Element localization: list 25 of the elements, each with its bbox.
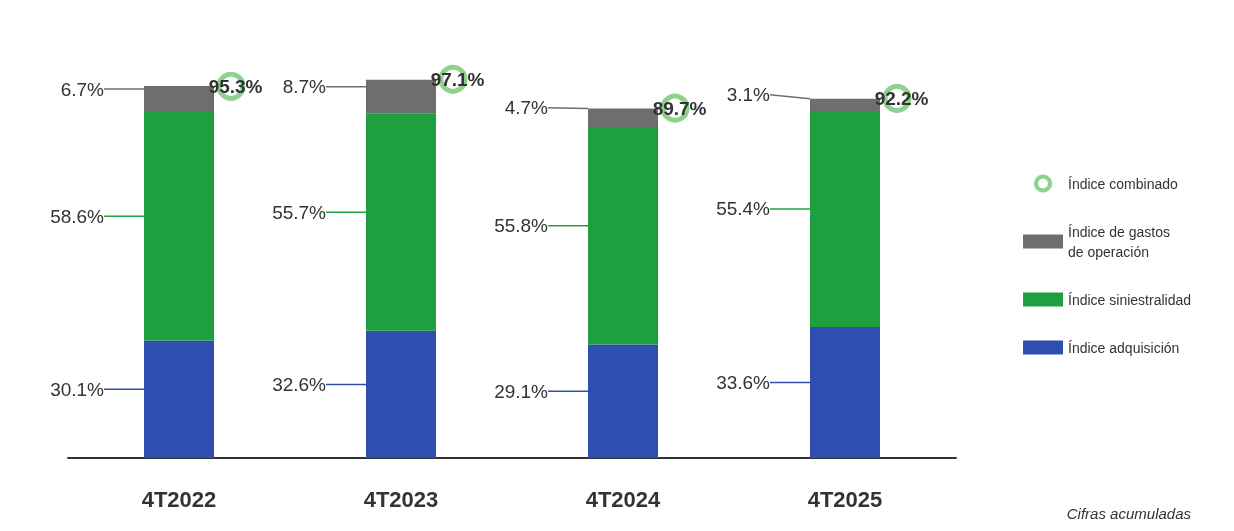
data-label: 92.2% <box>874 87 929 109</box>
data-label: 6.7% <box>60 78 105 100</box>
text: Cifras acumuladas <box>1066 505 1192 522</box>
data-label: 95.3% <box>208 75 263 97</box>
data-label: 32.6% <box>272 373 327 395</box>
x-tick-label: 4T2024 <box>585 486 662 512</box>
data-label: 55.4% <box>716 198 771 220</box>
data-label: 97.1% <box>430 68 485 90</box>
data-label: 55.7% <box>272 201 327 223</box>
data-label: 4.7% <box>504 97 549 119</box>
legend-label: Índice adquisición <box>1068 339 1180 356</box>
legend-label: Índice de gastos de operación <box>1068 223 1171 260</box>
data-label: 8.7% <box>282 76 327 98</box>
data-label: 33.6% <box>716 371 771 393</box>
data-label: 89.7% <box>652 97 707 119</box>
x-tick-label: 4T2023 <box>363 486 439 512</box>
data-label: 55.8% <box>494 215 549 237</box>
data-label: 58.6% <box>50 205 105 227</box>
data-label: 3.1% <box>726 84 771 106</box>
data-label: 29.1% <box>494 380 549 402</box>
data-label: 30.1% <box>50 378 105 400</box>
x-tick-label: 4T2025 <box>807 486 883 512</box>
legend-label: Índice combinado <box>1068 175 1178 192</box>
x-tick-label: 4T2022 <box>141 486 217 512</box>
legend-label: Índice siniestralidad <box>1068 291 1192 308</box>
